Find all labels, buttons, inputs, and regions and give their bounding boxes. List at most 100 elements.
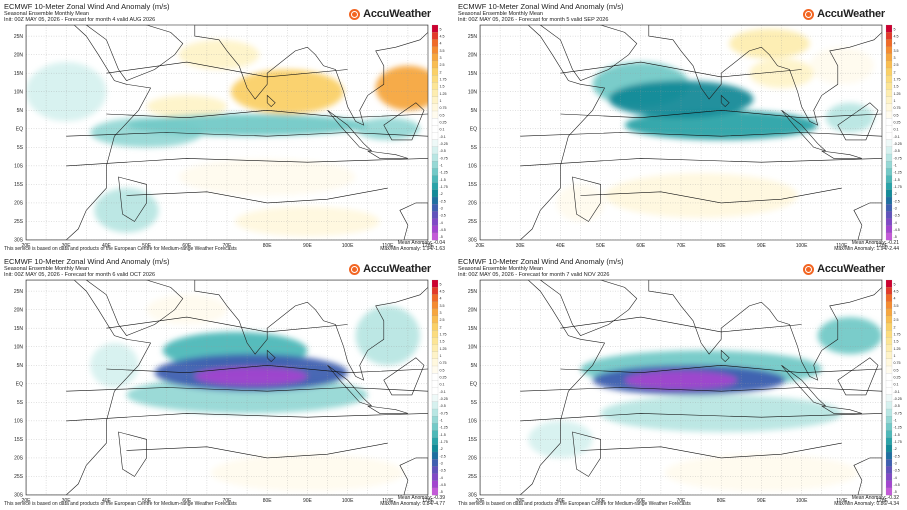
- colorbar-label: -0.75: [894, 156, 902, 160]
- coastline: [572, 431, 601, 477]
- coastline: [648, 280, 882, 381]
- colorbar-swatch: [885, 182, 893, 191]
- colorbar-swatch: [431, 423, 439, 431]
- colorbar-swatch: [885, 416, 893, 424]
- colorbar-swatch: [431, 196, 439, 205]
- colorbar-label: 2.5: [440, 318, 445, 322]
- colorbar-label: -0.5: [894, 404, 900, 408]
- lon-tick-label: 20E: [476, 498, 486, 504]
- coastline: [266, 349, 276, 363]
- lat-tick-label: 10S: [468, 164, 478, 170]
- lon-tick-label: 110E: [836, 498, 848, 504]
- colorbar-label: -1: [440, 419, 443, 423]
- lat-tick-label: 15N: [468, 326, 478, 332]
- colorbar-label: 1: [894, 354, 896, 358]
- coastline: [194, 280, 428, 381]
- colorbar-label: -2.5: [440, 454, 446, 458]
- coastline: [118, 176, 147, 222]
- colorbar-swatch: [431, 294, 439, 302]
- colorbar-label: 1: [440, 354, 442, 358]
- anomaly-region: [375, 65, 428, 111]
- lon-tick-label: 100E: [796, 243, 808, 249]
- colorbar-swatch: [431, 358, 439, 367]
- colorbar-swatch: [885, 139, 893, 148]
- map-panel: 20E 30E 40E 50E 60E 70E 80E 90E 100E 110E 120E 25N 2…: [454, 0, 907, 255]
- anomaly-region: [825, 102, 874, 133]
- colorbar-label: 1.25: [440, 92, 447, 96]
- coastline: [85, 25, 184, 81]
- colorbar-label: -2.5: [440, 199, 446, 203]
- colorbar-label: 1: [894, 99, 896, 103]
- sun-icon: [349, 263, 361, 275]
- lon-tick-label: 120E: [876, 498, 888, 504]
- colorbar-swatch: [431, 444, 439, 453]
- colorbar-label: 0.25: [894, 121, 901, 125]
- coastline: [853, 457, 882, 495]
- colorbar-swatch: [885, 153, 893, 162]
- wind-contour: [66, 132, 428, 137]
- coastline: [399, 457, 428, 495]
- lat-tick-label: EQ: [470, 381, 477, 387]
- lon-tick-label: 90E: [303, 498, 313, 504]
- lon-tick-label: 40E: [556, 243, 566, 249]
- lon-tick-label: 50E: [596, 243, 606, 249]
- lat-tick-label: 10N: [468, 89, 478, 95]
- colorbar-swatch: [885, 301, 893, 309]
- lon-tick-label: 20E: [22, 498, 32, 504]
- colorbar-label: -1: [894, 419, 897, 423]
- colorbar-label: 0.75: [440, 106, 447, 110]
- anomaly-map: 20E 30E 40E 50E 60E 70E 80E 90E 100E 110E 120E25N2…: [14, 24, 448, 249]
- lat-tick-label: 5S: [17, 145, 24, 151]
- colorbar-swatch: [431, 225, 439, 234]
- lat-tick-label: EQ: [470, 126, 477, 132]
- colorbar-label: 0.25: [440, 121, 447, 125]
- colorbar-swatch: [885, 344, 893, 352]
- lon-tick-label: 110E: [382, 243, 394, 249]
- colorbar-swatch: [885, 75, 893, 83]
- panel-subtitle: Seasonal Ensemble Monthly Mean: [4, 11, 89, 17]
- lon-tick-label: 110E: [836, 243, 848, 249]
- colorbar-swatch: [431, 487, 439, 496]
- lat-tick-label: 20S: [14, 201, 24, 207]
- lat-tick-label: 10S: [14, 419, 24, 425]
- colorbar-swatch: [885, 118, 893, 126]
- anomaly-region: [817, 317, 882, 355]
- anomaly-region: [235, 206, 380, 237]
- colorbar-label: 2: [894, 70, 896, 74]
- coastline: [367, 405, 408, 414]
- maxmin-anomaly: Max/Min Anomaly: 0.84/-4.77: [380, 501, 445, 507]
- coastline: [720, 94, 730, 108]
- colorbar-label: 2: [440, 70, 442, 74]
- lon-tick-label: 80E: [263, 498, 273, 504]
- colorbar-swatch: [431, 380, 439, 388]
- colorbar-swatch: [885, 211, 893, 219]
- colorbar-label: 1.75: [894, 78, 901, 82]
- lat-tick-label: 15S: [468, 182, 478, 188]
- colorbar-swatch: [431, 103, 439, 112]
- maxmin-anomaly: Max/Min Anomaly: 1.94/-1.63: [380, 246, 445, 252]
- colorbar-label: -4: [440, 476, 443, 480]
- coastline: [720, 349, 730, 363]
- colorbar-label: 1.25: [894, 347, 901, 351]
- coastline: [327, 365, 372, 407]
- panel-title: ECMWF 10-Meter Zonal Wind And Anomaly (m…: [458, 2, 624, 11]
- colorbar-label: -2: [440, 447, 443, 451]
- colorbar-swatch: [431, 322, 439, 331]
- coastline: [383, 357, 425, 396]
- colorbar-swatch: [431, 387, 439, 395]
- lon-tick-label: 90E: [303, 243, 313, 249]
- colorbar-label: 3.5: [440, 304, 445, 308]
- colorbar-swatch: [431, 89, 439, 97]
- mean-anomaly: Mean Anomaly: -0.39: [397, 495, 445, 501]
- lat-tick-label: 10N: [14, 344, 24, 350]
- colorbar-label: 3: [440, 311, 442, 315]
- lat-tick-label: 5S: [471, 400, 478, 406]
- colorbar-swatch: [431, 32, 439, 40]
- lon-tick-label: 120E: [422, 498, 434, 504]
- colorbar-swatch: [431, 75, 439, 83]
- lat-tick-label: 25N: [14, 289, 24, 295]
- coastline: [194, 25, 428, 126]
- colorbar-label: 3.5: [440, 49, 445, 53]
- mean-anomaly: Mean Anomaly: -0.04: [397, 240, 445, 246]
- coastline: [399, 202, 428, 240]
